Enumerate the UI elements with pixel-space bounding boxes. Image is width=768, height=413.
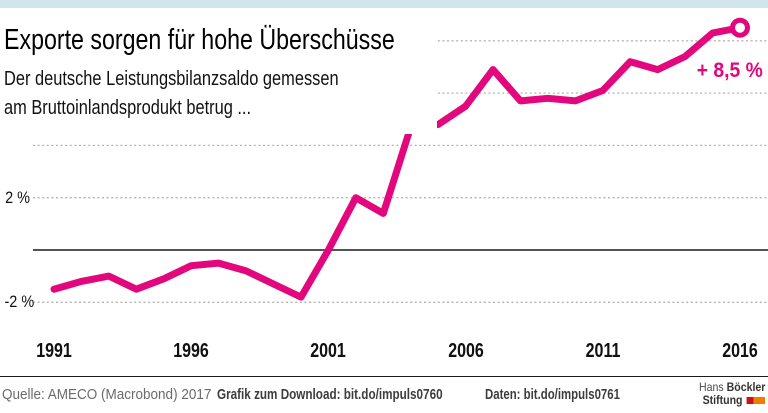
logo-red-block-icon xyxy=(746,397,754,404)
x-tick-label: 1996 xyxy=(173,340,209,362)
x-tick-label: 2006 xyxy=(447,340,484,362)
x-tick-label: 1991 xyxy=(36,340,72,362)
x-tick-label: 2016 xyxy=(722,340,758,362)
logo-boeckler: Böckler xyxy=(726,380,765,394)
y-tick-label-2: 2 % xyxy=(5,188,30,207)
end-marker-icon xyxy=(730,17,750,38)
value-annotation: + 8,5 % xyxy=(696,59,763,82)
page-title: Exporte sorgen für hohe Überschüsse xyxy=(4,24,395,56)
hans-boeckler-stiftung-logo: Hans Böckler Stiftung xyxy=(699,381,765,407)
title-block: Exporte sorgen für hohe Überschüsse Der … xyxy=(0,8,437,134)
y-tick-label-neg2: -2 % xyxy=(4,292,35,311)
chart-subtitle-line1: Der deutsche Leistungsbilanzsaldo gemess… xyxy=(4,68,339,90)
footer: Quelle: AMECO (Macrobond) 2017 Grafik zu… xyxy=(0,386,768,410)
top-accent-bar xyxy=(0,0,768,8)
trend-line xyxy=(50,24,744,301)
x-tick-label: 2001 xyxy=(310,340,347,362)
logo-line1: Hans Böckler xyxy=(699,381,765,394)
logo-line2: Stiftung xyxy=(699,394,765,407)
x-tick-label: 2011 xyxy=(585,340,621,362)
chart-subtitle-line2: am Bruttoinlandsprodukt betrug ... xyxy=(4,97,252,119)
logo-stiftung: Stiftung xyxy=(702,393,743,407)
footer-divider xyxy=(0,376,768,377)
logo-hans: Hans xyxy=(698,380,724,394)
logo-orange-block-icon xyxy=(753,397,765,404)
source-text: Quelle: AMECO (Macrobond) 2017 xyxy=(2,386,212,403)
download-link-text: Grafik zum Download: bit.do/impuls0760 xyxy=(217,386,443,403)
data-link-text: Daten: bit.do/impuls0761 xyxy=(485,386,620,403)
gridlines xyxy=(33,40,768,303)
